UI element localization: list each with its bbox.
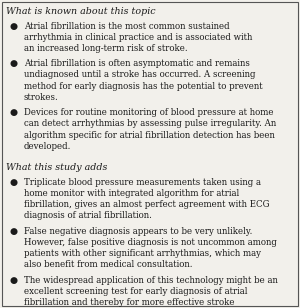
Text: ●: ● bbox=[10, 276, 18, 285]
Text: ●: ● bbox=[10, 178, 18, 187]
Text: The widespread application of this technology might be an
excellent screening te: The widespread application of this techn… bbox=[24, 276, 278, 308]
Text: Triplicate blood pressure measurements taken using a
home monitor with integrate: Triplicate blood pressure measurements t… bbox=[24, 178, 269, 220]
Text: What this study adds: What this study adds bbox=[6, 163, 107, 172]
Text: Atrial fibrillation is the most common sustained
arrhythmia in clinical practice: Atrial fibrillation is the most common s… bbox=[24, 22, 252, 53]
Text: False negative diagnosis appears to be very unlikely.
However, false positive di: False negative diagnosis appears to be v… bbox=[24, 227, 277, 269]
Text: What is known about this topic: What is known about this topic bbox=[6, 7, 156, 16]
Text: ●: ● bbox=[10, 227, 18, 236]
Text: Devices for routine monitoring of blood pressure at home
can detect arrhythmias : Devices for routine monitoring of blood … bbox=[24, 108, 276, 151]
Text: ●: ● bbox=[10, 108, 18, 117]
Text: ●: ● bbox=[10, 22, 18, 31]
Text: ●: ● bbox=[10, 59, 18, 68]
Text: Atrial fibrillation is often asymptomatic and remains
undiagnosed until a stroke: Atrial fibrillation is often asymptomati… bbox=[24, 59, 262, 102]
